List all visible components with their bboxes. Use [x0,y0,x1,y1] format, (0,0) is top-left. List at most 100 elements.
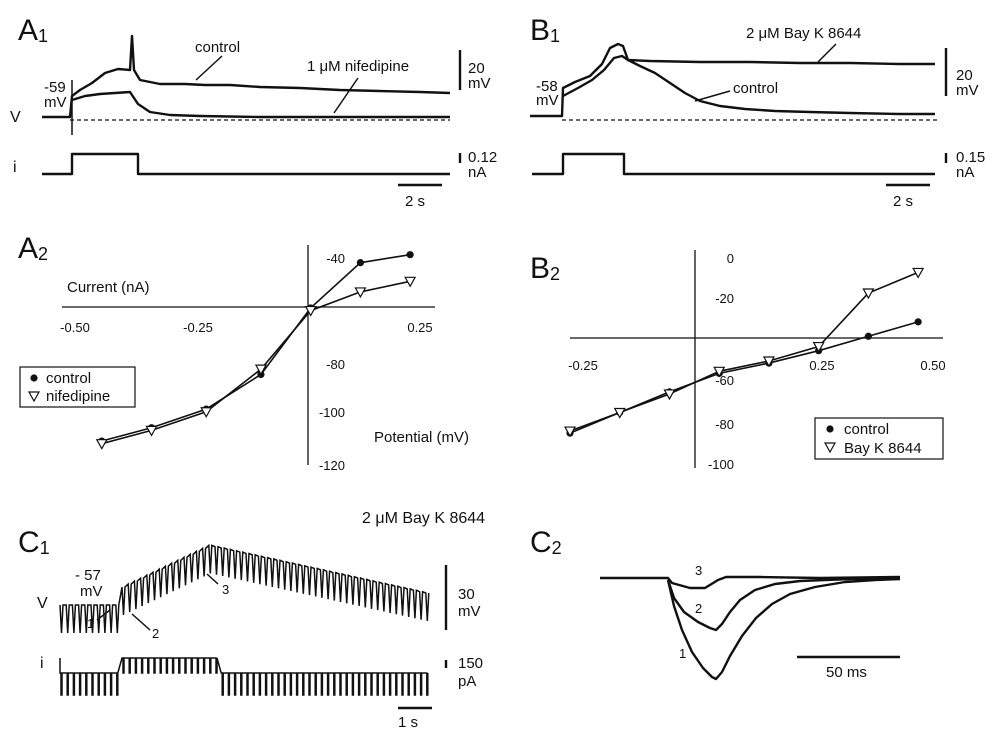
data-point-drug [200,407,213,418]
panel-b1: B1 -58 mV 2 μM Bay K 8644 control 20 mV … [530,14,985,210]
data-point-drug [254,364,267,376]
y-tick-label: -80 [326,357,345,372]
legend-marker-control-b2 [826,425,834,433]
data-point-drug [613,407,626,419]
x-tick-label: -0.25 [568,358,598,373]
drug-label-a1: 1 μM nifedipine [307,58,409,75]
legend-label-control-a2: control [46,370,91,387]
trace-control-b1 [562,54,935,116]
x-axis-label-a2: Current (nA) [67,279,150,296]
control-pointer-b1 [694,90,731,102]
panel-c2: C2 3 2 1 50 ms [530,526,901,681]
panel-label-c1: C1 [18,526,50,559]
control-label-a1: control [195,39,240,56]
drug-pointer-a1 [333,77,359,114]
iscale-unit-c1: pA [458,673,476,690]
data-point-drug [663,389,676,401]
trace-3-c2 [600,575,901,590]
resting-potential-a1: -59 [44,79,66,96]
iscale-a1: 0.12 [468,149,497,166]
vscale-b1: 20 [956,67,973,84]
y-tick-label: -40 [326,251,345,266]
vscale-unit-a1: mV [468,75,491,92]
x-tick-label: 0.25 [407,320,432,335]
panel-label-a2: A2 [18,232,48,265]
resting-unit-c1: mV [80,583,103,600]
trace-2-c2 [666,576,901,632]
y-tick-label: -100 [708,457,734,472]
data-point-drug [354,287,367,299]
data-point-drug [713,366,726,378]
y-tick-label: 0 [727,251,734,266]
mark-1-pointer-c1 [96,609,111,621]
data-point-drug [912,267,925,279]
panel-label-b2: B2 [530,252,560,285]
data-point-control [356,259,364,267]
vscale-unit-c1: mV [458,603,481,620]
data-point-drug [304,305,317,317]
trace-1-c2 [666,577,901,681]
data-point-drug [404,276,417,288]
series-line-drug [101,280,411,445]
legend-label-bayk-b2: Bay K 8644 [844,440,922,457]
panel-c1: C1 - 57 mV V 1 2 3 30 mV i 150 pA 1 s [18,526,483,731]
resting-unit-b1: mV [536,92,559,109]
legend-a2: control nifedipine [19,366,136,408]
mark-1-c2: 1 [679,646,686,661]
tscale-c1: 1 s [398,714,418,731]
series-lines-b2 [569,271,919,434]
y-axis-label-a2: Potential (mV) [374,429,469,446]
current-trace-c1 [59,657,429,696]
panel-label-a1: A1 [18,14,48,47]
trace-bayk-b1 [530,42,935,118]
panel-b2: B2 -0.25 0.25 0.500-20-60-80-100 control B… [530,250,946,472]
legend-marker-bayk-b2 [823,442,837,454]
legend-marker-control-a2 [30,374,38,382]
legend-label-control-b2: control [844,421,889,438]
panel-a1: A1 -59 mV V control 1 μM nifedipine 20 m… [10,14,497,210]
vscale-unit-b1: mV [956,82,979,99]
control-pointer-a1 [195,55,223,81]
current-trace-b1 [532,152,935,176]
tscale-b1: 2 s [893,193,913,210]
current-trace-a1 [42,152,450,176]
drug-pointer-b1 [817,43,837,63]
data-point-drug [762,356,775,368]
iscale-b1: 0.15 [956,149,985,166]
data-point-drug [812,341,825,353]
iscale-c1: 150 [458,655,483,672]
mark-3-c2: 3 [695,563,702,578]
i-label-c1: i [40,655,44,672]
data-point-control [864,332,873,340]
mark-2-c2: 2 [695,601,702,616]
legend-box-a2 [19,366,136,408]
legend-label-nifedipine-a2: nifedipine [46,388,110,405]
data-point-drug [95,439,108,450]
resting-unit-a1: mV [44,94,67,111]
mark-1-c1: 1 [87,616,94,631]
panel-a2: A2 -0.50 -0.25 0.25 -40 -80 -100 -120 Current … [18,232,469,473]
y-tick-label: -80 [715,417,734,432]
vscale-c1: 30 [458,586,475,603]
data-point-drug [145,425,158,437]
tscale-a1: 2 s [405,193,425,210]
x-tick-label: 0.25 [809,358,834,373]
iscale-unit-a1: nA [468,164,486,181]
legend-b2: control Bay K 8644 [814,417,944,460]
x-tick-label: -0.50 [60,320,90,335]
x-tick-label: -0.25 [183,320,213,335]
data-points-a2 [95,251,417,450]
tick-group-a2: -0.50 -0.25 0.25 -40 -80 -100 -120 [60,251,432,473]
vscale-a1: 20 [468,60,485,77]
c-section-title: 2 μM Bay K 8644 [362,510,485,527]
panel-label-c2: C2 [530,526,562,559]
resting-potential-c1: - 57 [75,567,101,584]
mark-2-pointer-c1 [131,613,151,631]
y-tick-label: -120 [319,458,345,473]
mark-2-c1: 2 [152,626,159,641]
legend-box-b2 [814,417,944,460]
iscale-unit-b1: nA [956,164,974,181]
control-label-b1: control [733,80,778,97]
panel-label-b1: B1 [530,14,560,47]
